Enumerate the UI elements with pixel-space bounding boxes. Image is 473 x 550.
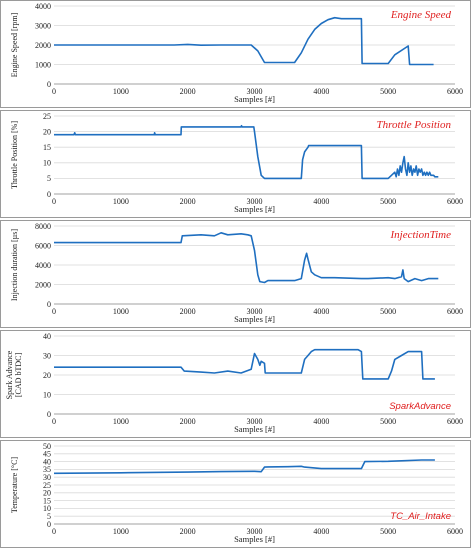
x-tick-label: 6000: [447, 307, 463, 316]
y-tick-label: 20: [43, 371, 51, 380]
x-tick-label: 2000: [180, 417, 196, 426]
chart-panel-2: 0 5 10 15 20 25 0 1000 2000 3000 4000 5000 6000 Sampl…: [0, 110, 471, 218]
y-tick-label: 45: [43, 450, 51, 459]
x-tick-label: 0: [52, 527, 56, 536]
x-tick-label: 3000: [247, 87, 263, 96]
y-tick-label: 50: [43, 442, 51, 451]
series-line: [54, 124, 439, 180]
x-tick-label: 5000: [380, 197, 396, 206]
x-tick-label: 6000: [447, 197, 463, 206]
x-tick-label: 4000: [313, 197, 329, 206]
series-line: [54, 348, 435, 380]
y-axis-title: Temperature [°C]: [10, 457, 19, 514]
chart-svg-3: 0 2000 4000 6000 8000 0 1000 2000 3000 4000 5000 60…: [10, 222, 463, 324]
series-line: [54, 232, 439, 284]
y-tick-label: 10: [43, 390, 51, 399]
x-tick-label: 6000: [447, 87, 463, 96]
y-tick-label: 0: [47, 80, 51, 89]
chart-svg-2: 0 5 10 15 20 25 0 1000 2000 3000 4000 5000 6000 Sampl…: [10, 112, 463, 214]
y-tick-label: 4000: [35, 2, 51, 11]
y-tick-label: 3000: [35, 21, 51, 30]
y-tick-label: 2000: [35, 280, 51, 289]
chart-svg-1: 0 1000 2000 3000 4000 0 1000 2000 3000 4000 5000 60…: [10, 2, 463, 104]
y-tick-label: 0: [47, 300, 51, 309]
x-tick-label: 2000: [180, 197, 196, 206]
x-axis-title: Samples [#]: [234, 534, 275, 544]
x-tick-label: 5000: [380, 527, 396, 536]
y-tick-label: 10: [43, 159, 51, 168]
y-axis-title: Spark Advance: [5, 350, 14, 399]
y-axis-title: Injection duration [µs]: [10, 229, 19, 301]
y-tick-label: 40: [43, 332, 51, 341]
y-axis-title: Engine Speed [rpm]: [10, 12, 19, 77]
y-axis-title: [CAD bTDC]: [14, 353, 23, 398]
x-tick-label: 4000: [313, 307, 329, 316]
x-tick-label: 0: [52, 197, 56, 206]
y-tick-label: 40: [43, 457, 51, 466]
x-tick-label: 0: [52, 417, 56, 426]
x-tick-label: 6000: [447, 527, 463, 536]
chart-panel-4: 0 10 20 30 40 0 1000 2000 3000 4000 5000 6000 Sample…: [0, 330, 471, 438]
legend-label: InjectionTime: [390, 229, 452, 241]
x-tick-label: 2000: [180, 87, 196, 96]
x-tick-label: 0: [52, 87, 56, 96]
x-tick-label: 1000: [113, 87, 129, 96]
y-tick-label: 5: [47, 512, 51, 521]
x-axis-title: Samples [#]: [234, 94, 275, 104]
y-tick-label: 35: [43, 465, 51, 474]
x-tick-label: 3000: [247, 197, 263, 206]
y-tick-label: 0: [47, 520, 51, 529]
x-tick-label: 4000: [313, 417, 329, 426]
x-tick-label: 3000: [247, 307, 263, 316]
x-axis-title: Samples [#]: [234, 314, 275, 324]
x-tick-label: 1000: [113, 307, 129, 316]
y-tick-label: 30: [43, 351, 51, 360]
y-tick-label: 8000: [35, 222, 51, 231]
y-axis-title: Throttle Position [%]: [10, 121, 19, 189]
chart-svg-4: 0 10 20 30 40 0 1000 2000 3000 4000 5000 6000 Sample…: [5, 332, 463, 434]
x-tick-label: 6000: [447, 417, 463, 426]
x-tick-label: 1000: [113, 527, 129, 536]
series-line: [54, 16, 434, 66]
x-tick-label: 3000: [247, 417, 263, 426]
x-tick-label: 3000: [247, 527, 263, 536]
x-tick-label: 5000: [380, 87, 396, 96]
y-tick-label: 4000: [35, 261, 51, 270]
y-tick-label: 30: [43, 473, 51, 482]
chart-panel-1: 0 1000 2000 3000 4000 0 1000 2000 3000 4000 5000 60…: [0, 0, 471, 108]
x-tick-label: 4000: [313, 527, 329, 536]
x-tick-label: 2000: [180, 307, 196, 316]
x-tick-label: 1000: [113, 417, 129, 426]
x-tick-label: 0: [52, 307, 56, 316]
y-tick-label: 0: [47, 190, 51, 199]
y-tick-label: 15: [43, 496, 51, 505]
y-tick-label: 6000: [35, 241, 51, 250]
x-tick-label: 2000: [180, 527, 196, 536]
x-axis-title: Samples [#]: [234, 424, 275, 434]
x-tick-label: 5000: [380, 417, 396, 426]
y-tick-label: 20: [43, 127, 51, 136]
y-tick-label: 0: [47, 410, 51, 419]
chart-panel-5: 0 5 10 15 20 25 30 35 40 45 50 0 1000 2000 3000 4000 500…: [0, 440, 471, 548]
x-tick-label: 1000: [113, 197, 129, 206]
legend-label: TC_Air_Intake: [390, 511, 451, 522]
y-tick-label: 10: [43, 504, 51, 513]
x-axis-title: Samples [#]: [234, 204, 275, 214]
y-tick-label: 25: [43, 481, 51, 490]
legend-label: Engine Speed: [390, 9, 452, 21]
y-tick-label: 25: [43, 112, 51, 121]
y-tick-label: 15: [43, 143, 51, 152]
series-line: [53, 459, 435, 475]
legend-label: SparkAdvance: [389, 401, 451, 412]
y-tick-label: 1000: [35, 60, 51, 69]
chart-panel-3: 0 2000 4000 6000 8000 0 1000 2000 3000 4000 5000 60…: [0, 220, 471, 328]
legend-label: Throttle Position: [377, 119, 452, 131]
x-tick-label: 5000: [380, 307, 396, 316]
y-tick-label: 20: [43, 489, 51, 498]
x-tick-label: 4000: [313, 87, 329, 96]
y-tick-label: 5: [47, 174, 51, 183]
y-tick-label: 2000: [35, 41, 51, 50]
